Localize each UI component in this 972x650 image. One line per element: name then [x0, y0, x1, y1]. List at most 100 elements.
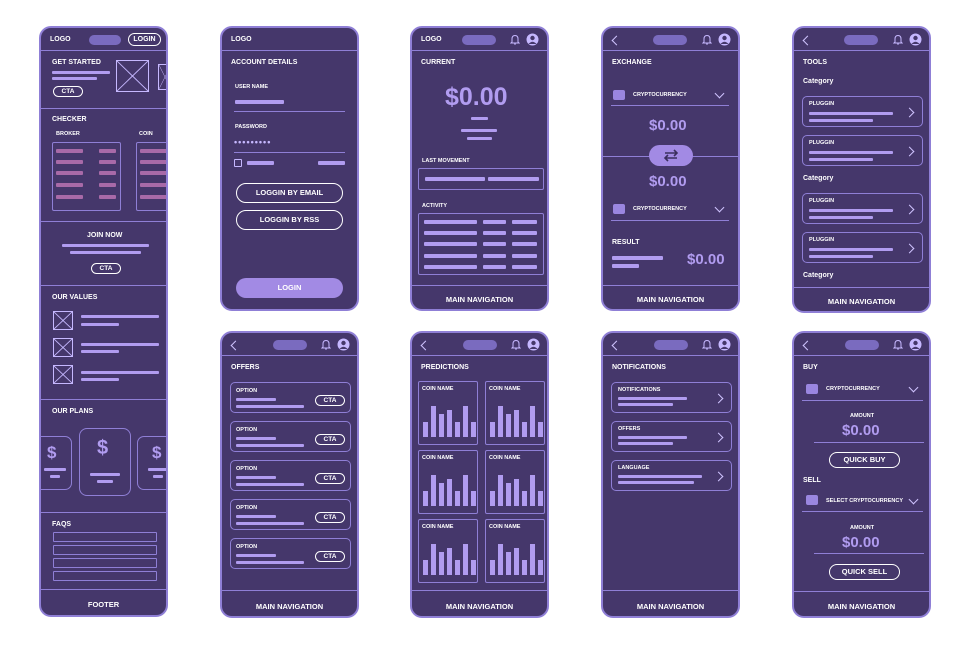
plan-card-featured[interactable]: $	[79, 428, 131, 496]
quick-sell-button[interactable]: QUICK SELL	[829, 564, 900, 580]
offer-card[interactable]: OPTION CTA	[230, 421, 351, 452]
faq-item[interactable]	[53, 532, 157, 542]
sell-amount-value[interactable]: $0.00	[842, 534, 880, 551]
avatar-icon[interactable]	[526, 33, 539, 46]
login-button[interactable]: LOGIN	[128, 33, 161, 46]
main-navigation[interactable]: MAIN NAVIGATION	[636, 602, 705, 611]
main-navigation[interactable]: MAIN NAVIGATION	[445, 602, 514, 611]
chevron-down-icon[interactable]	[714, 202, 725, 213]
chevron-right-icon	[713, 393, 724, 404]
faq-item[interactable]	[53, 571, 157, 581]
crypto-select-2[interactable]: CRYPTOCURRENCY	[633, 206, 687, 212]
password-field[interactable]: •••••••••	[234, 137, 272, 147]
offer-card[interactable]: OPTION CTA	[230, 382, 351, 413]
search-pill[interactable]	[653, 35, 687, 45]
search-pill[interactable]	[844, 35, 878, 45]
page-title: CURRENT	[421, 59, 456, 66]
avatar-icon[interactable]	[527, 338, 540, 351]
last-movement-box[interactable]	[418, 168, 544, 190]
swap-button[interactable]	[649, 145, 693, 166]
buy-crypto-select[interactable]: CRYPTOCURRENCY	[826, 386, 880, 392]
offer-cta-button[interactable]: CTA	[315, 512, 345, 523]
offer-card[interactable]: OPTION CTA	[230, 460, 351, 491]
chevron-down-icon[interactable]	[908, 382, 919, 393]
crypto-select-1[interactable]: CRYPTOCURRENCY	[633, 92, 687, 98]
text-line	[70, 251, 141, 254]
offer-cta-button[interactable]: CTA	[315, 473, 345, 484]
chevron-right-icon	[904, 204, 915, 215]
search-pill[interactable]	[462, 35, 496, 45]
coin-chart-card[interactable]: COIN NAME	[418, 450, 478, 514]
plugin-card[interactable]: PLUGGIN	[802, 135, 923, 166]
avatar-icon[interactable]	[909, 33, 922, 46]
back-arrow-icon[interactable]	[230, 340, 241, 351]
sell-crypto-select[interactable]: SELECT CRYPTOCURRENCY	[826, 498, 904, 504]
text-line	[62, 244, 149, 247]
back-arrow-icon[interactable]	[611, 35, 622, 46]
cta-button[interactable]: CTA	[53, 86, 83, 97]
search-pill[interactable]	[463, 340, 497, 350]
coin-chart-card[interactable]: COIN NAME	[418, 519, 478, 583]
offer-card[interactable]: OPTION CTA	[230, 538, 351, 569]
username-field[interactable]	[234, 111, 345, 112]
login-by-rss-button[interactable]: LOGGIN BY RSS	[236, 210, 343, 230]
coin-chart-card[interactable]: COIN NAME	[418, 381, 478, 445]
main-navigation[interactable]: MAIN NAVIGATION	[636, 295, 705, 304]
search-pill[interactable]	[845, 340, 879, 350]
text-line	[52, 71, 110, 74]
bell-icon[interactable]	[510, 34, 520, 45]
cta-button[interactable]: CTA	[91, 263, 121, 274]
bell-icon[interactable]	[893, 339, 903, 350]
main-navigation[interactable]: MAIN NAVIGATION	[255, 602, 324, 611]
remember-checkbox[interactable]	[234, 159, 242, 167]
back-arrow-icon[interactable]	[420, 340, 431, 351]
activity-table[interactable]	[418, 213, 544, 275]
bell-icon[interactable]	[893, 34, 903, 45]
plugin-card[interactable]: PLUGGIN	[802, 96, 923, 127]
forgot-link[interactable]	[318, 161, 345, 165]
bell-icon[interactable]	[702, 34, 712, 45]
faq-item[interactable]	[53, 545, 157, 555]
main-navigation[interactable]: MAIN NAVIGATION	[827, 297, 896, 306]
tools-screen: TOOLS Category PLUGGIN PLUGGIN Category …	[792, 26, 931, 313]
back-arrow-icon[interactable]	[802, 340, 813, 351]
avatar-icon[interactable]	[337, 338, 350, 351]
bell-icon[interactable]	[321, 339, 331, 350]
offer-card[interactable]: OPTION CTA	[230, 499, 351, 530]
chevron-down-icon[interactable]	[908, 494, 919, 505]
bell-icon[interactable]	[702, 339, 712, 350]
search-pill[interactable]	[654, 340, 688, 350]
offer-cta-button[interactable]: CTA	[315, 434, 345, 445]
plugin-card[interactable]: PLUGGIN	[802, 193, 923, 224]
chevron-down-icon[interactable]	[714, 88, 725, 99]
quick-buy-button[interactable]: QUICK BUY	[829, 452, 900, 468]
bell-icon[interactable]	[511, 339, 521, 350]
coin-chart-card[interactable]: COIN NAME	[485, 450, 545, 514]
faq-item[interactable]	[53, 558, 157, 568]
coin-chart-card[interactable]: COIN NAME	[485, 381, 545, 445]
setting-language[interactable]: LANGUAGE	[611, 460, 732, 491]
coin-chart-card[interactable]: COIN NAME	[485, 519, 545, 583]
avatar-icon[interactable]	[909, 338, 922, 351]
main-navigation[interactable]: MAIN NAVIGATION	[445, 295, 514, 304]
main-navigation[interactable]: MAIN NAVIGATION	[827, 602, 896, 611]
offer-cta-button[interactable]: CTA	[315, 395, 345, 406]
back-arrow-icon[interactable]	[611, 340, 622, 351]
buy-amount-value[interactable]: $0.00	[842, 422, 880, 439]
section-divider	[41, 512, 166, 513]
search-pill[interactable]	[89, 35, 121, 45]
offer-cta-button[interactable]: CTA	[315, 551, 345, 562]
chevron-right-icon	[713, 432, 724, 443]
back-arrow-icon[interactable]	[802, 35, 813, 46]
avatar-icon[interactable]	[718, 33, 731, 46]
setting-offers[interactable]: OFFERS	[611, 421, 732, 452]
login-by-email-button[interactable]: LOGGIN BY EMAIL	[236, 183, 343, 203]
plan-card[interactable]: $	[41, 436, 72, 490]
login-button[interactable]: LOGIN	[236, 278, 343, 298]
setting-notifications[interactable]: NOTIFICATIONS	[611, 382, 732, 413]
search-pill[interactable]	[273, 340, 307, 350]
avatar-icon[interactable]	[718, 338, 731, 351]
faqs-heading: FAQS	[52, 521, 72, 528]
plan-card[interactable]: $	[137, 436, 166, 490]
plugin-card[interactable]: PLUGGIN	[802, 232, 923, 263]
